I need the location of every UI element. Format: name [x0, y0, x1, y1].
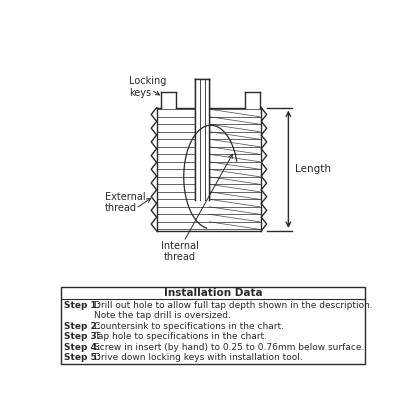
Text: Drive down locking keys with installation tool.: Drive down locking keys with installatio…: [94, 353, 302, 362]
Text: Internal
thread: Internal thread: [161, 241, 199, 262]
Text: Length: Length: [295, 164, 331, 174]
Text: Tap hole to specifications in the chart.: Tap hole to specifications in the chart.: [94, 332, 267, 341]
Text: Screw in insert (by hand) to 0.25 to 0.76mm below surface.: Screw in insert (by hand) to 0.25 to 0.7…: [94, 342, 364, 352]
Bar: [61, 287, 365, 364]
Text: Step 2:: Step 2:: [64, 322, 100, 331]
Text: Step 5:: Step 5:: [64, 353, 100, 362]
Text: External
thread: External thread: [105, 192, 145, 213]
Text: Step 3:: Step 3:: [64, 332, 100, 341]
Bar: [196, 79, 209, 200]
Text: Locking
keys: Locking keys: [129, 76, 167, 98]
Text: Installation Data: Installation Data: [164, 288, 262, 298]
Text: Step 4:: Step 4:: [64, 342, 100, 352]
Text: Countersink to specifications in the chart.: Countersink to specifications in the cha…: [94, 322, 284, 331]
Text: Drill out hole to allow full tap depth shown in the description.: Drill out hole to allow full tap depth s…: [94, 301, 373, 310]
Text: Note the tap drill is oversized.: Note the tap drill is oversized.: [94, 311, 231, 320]
Text: Step 1:: Step 1:: [64, 301, 100, 310]
